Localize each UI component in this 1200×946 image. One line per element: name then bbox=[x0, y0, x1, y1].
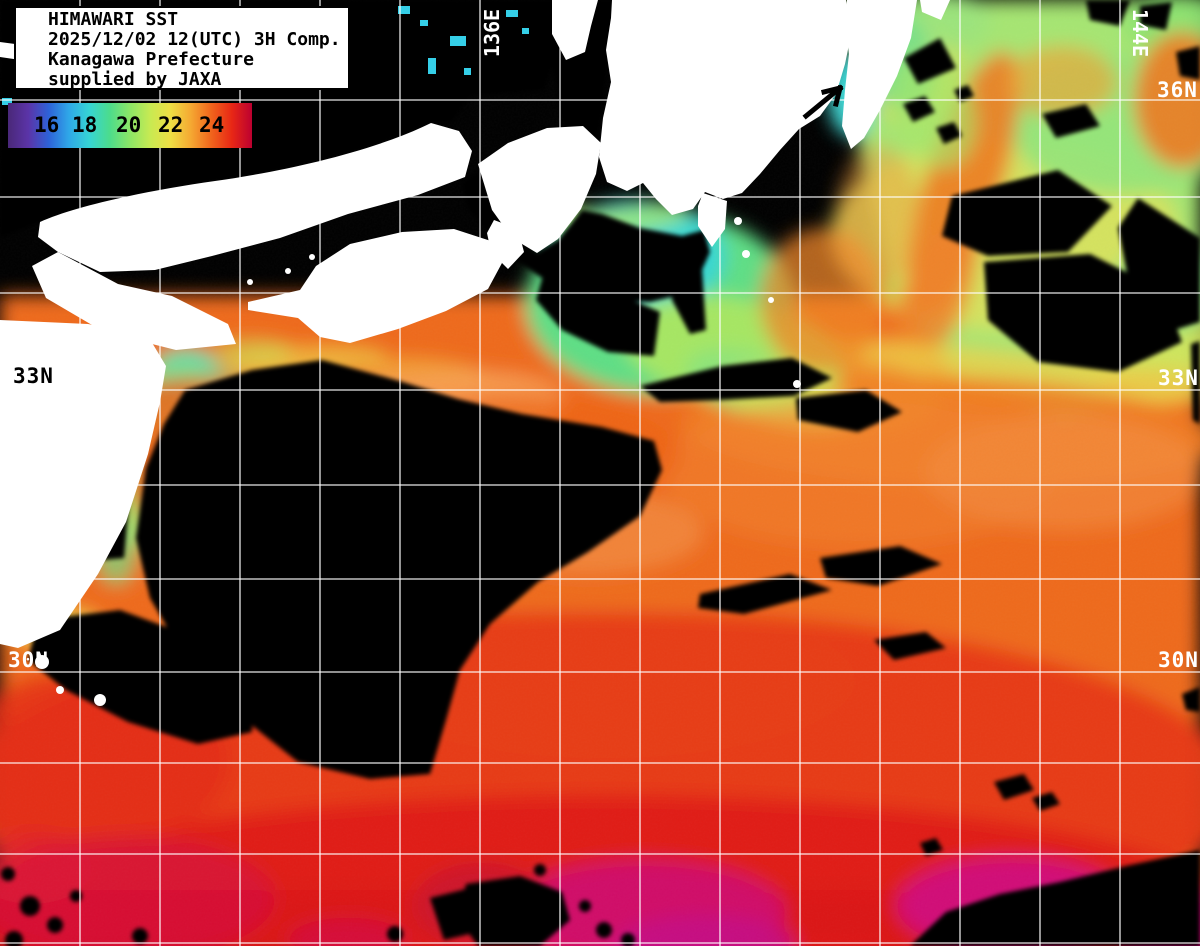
land-central-honshu bbox=[599, 0, 852, 215]
kanagawa-pointer-arrow-icon bbox=[802, 84, 844, 120]
colorbar-tick-16: 16 bbox=[34, 113, 60, 137]
lat-label-30n-left: 30N bbox=[8, 648, 49, 672]
land-layer bbox=[0, 0, 950, 706]
title-source: supplied by JAXA bbox=[48, 69, 222, 90]
lat-label-33n-right: 33N bbox=[1158, 366, 1199, 390]
colorbar-tick-20: 20 bbox=[116, 113, 142, 137]
lat-label-33n-left: 33N bbox=[13, 364, 54, 388]
land-kii-peninsula bbox=[478, 126, 601, 253]
land-shikoku bbox=[248, 229, 502, 343]
land-kyushu bbox=[0, 320, 166, 648]
colorbar-tick-18: 18 bbox=[72, 113, 98, 137]
land-boso-peninsula bbox=[842, 0, 917, 149]
small-islands bbox=[2, 91, 801, 706]
land-north-kyushu bbox=[32, 252, 236, 350]
lat-label-36n-right: 36N bbox=[1157, 78, 1198, 102]
lon-label-144e: 144E bbox=[1128, 8, 1152, 58]
title-datetime: 2025/12/02 12(UTC) 3H Comp. bbox=[48, 29, 341, 50]
sst-colorbar: 16 18 20 22 24 bbox=[8, 103, 252, 148]
land-noto-patch bbox=[552, 0, 598, 60]
land-northeast-tip bbox=[920, 0, 950, 20]
title-region: Kanagawa Prefecture bbox=[48, 49, 254, 70]
colorbar-tick-24: 24 bbox=[199, 113, 225, 137]
title-product: HIMAWARI SST bbox=[48, 9, 179, 30]
colorbar-tick-22: 22 bbox=[158, 113, 184, 137]
lat-label-30n-right: 30N bbox=[1158, 648, 1199, 672]
land-izu-peninsula bbox=[698, 193, 727, 247]
title-box: HIMAWARI SST 2025/12/02 12(UTC) 3H Comp.… bbox=[14, 6, 350, 90]
land-chugoku bbox=[38, 123, 472, 272]
lon-label-136e: 136E bbox=[480, 8, 504, 58]
